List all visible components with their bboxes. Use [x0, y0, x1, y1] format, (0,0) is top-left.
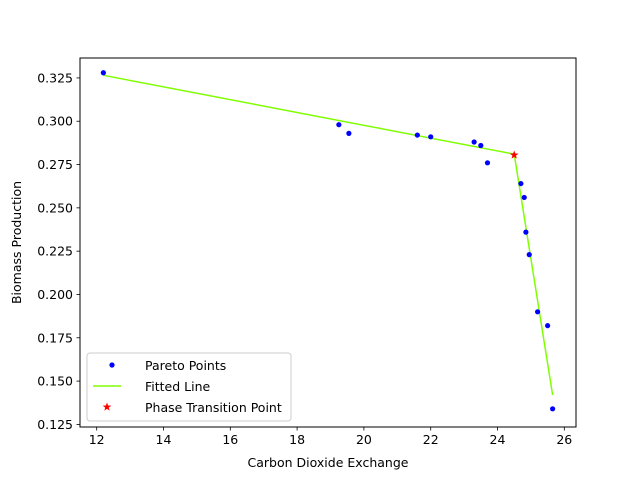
x-tick-label: 22: [423, 432, 439, 447]
x-tick-label: 14: [156, 432, 172, 447]
phase-transition-point: [509, 150, 519, 159]
legend-box: [86, 352, 292, 422]
pareto-point: [428, 134, 434, 140]
pareto-point: [336, 122, 342, 128]
y-tick-label: 0.250: [37, 200, 73, 215]
pareto-point: [100, 70, 106, 76]
y-axis-label: Biomass Production: [9, 181, 24, 304]
y-axis-ticks: 0.125 0.150 0.175 0.200 0.225 0.250 0.275 0.300…: [37, 70, 80, 432]
pareto-point: [478, 142, 484, 149]
pareto-point: [523, 229, 529, 235]
pareto-point: [534, 309, 541, 315]
y-tick-label: 0.300: [37, 114, 73, 129]
y-tick-label: 0.150: [37, 374, 73, 389]
x-tick-label: 12: [89, 432, 105, 447]
x-tick-label: 20: [356, 432, 372, 447]
x-axis-label: Carbon Dioxide Exchange: [248, 455, 409, 470]
legend: Pareto Points Fitted Line Phase Transiti…: [86, 352, 292, 422]
y-tick-label: 0.225: [37, 244, 73, 259]
legend-fitted-line-label: Fitted Line: [145, 379, 211, 394]
pareto-point: [518, 180, 524, 187]
pareto-point: [346, 130, 352, 136]
legend-pareto-label: Pareto Points: [145, 358, 226, 373]
y-tick-label: 0.325: [37, 70, 73, 85]
pareto-point: [471, 139, 477, 145]
legend-pareto-marker: [109, 362, 115, 368]
x-tick-label: 26: [556, 432, 572, 447]
pareto-point: [414, 132, 420, 138]
pareto-point: [521, 194, 527, 201]
x-tick-label: 24: [490, 432, 506, 447]
pareto-point: [545, 323, 551, 329]
pareto-point: [550, 406, 556, 412]
y-tick-label: 0.275: [37, 157, 73, 172]
y-tick-label: 0.175: [37, 330, 73, 345]
plot-frame: [79, 57, 577, 428]
legend-transition-marker: [102, 402, 112, 411]
pareto-point: [484, 160, 491, 166]
transition-point-layer: [509, 150, 519, 159]
x-tick-label: 16: [222, 432, 238, 447]
pareto-points-layer: [100, 70, 556, 412]
y-tick-label: 0.125: [37, 417, 73, 432]
legend-transition-label: Phase Transition Point: [145, 400, 282, 415]
y-tick-label: 0.200: [37, 287, 73, 302]
pareto-point: [526, 252, 532, 258]
x-tick-label: 18: [289, 432, 305, 447]
x-axis-ticks: 12 14 16 18 20 22 24 26: [89, 427, 572, 447]
